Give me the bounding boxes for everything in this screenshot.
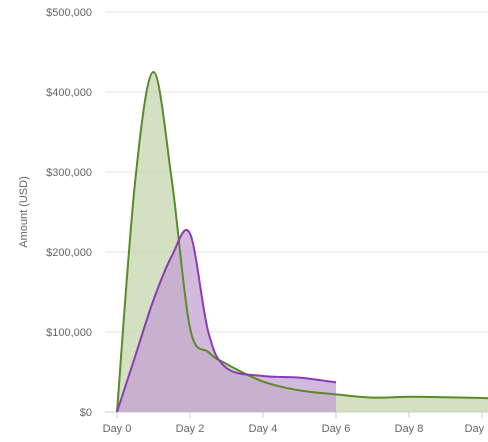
y-tick-label: $500,000 xyxy=(46,7,92,19)
x-tick-label: Day 0 xyxy=(103,423,132,435)
y-tick-label: $300,000 xyxy=(46,167,92,179)
y-axis: $0 $100,000 $200,000 $300,000 $400,000 $500,0… xyxy=(46,7,92,419)
y-tick-label: $200,000 xyxy=(46,247,92,259)
x-tick-label: Day 2 xyxy=(176,423,205,435)
x-tick-label: Day 6 xyxy=(322,423,351,435)
y-tick-label: $100,000 xyxy=(46,327,92,339)
y-tick-label: $0 xyxy=(80,407,92,419)
x-tick-label: Day 8 xyxy=(395,423,424,435)
y-tick-label: $400,000 xyxy=(46,87,92,99)
series-lines xyxy=(116,71,488,413)
y-axis-title: Amount (USD) xyxy=(18,176,30,248)
series-area-2 xyxy=(117,229,336,412)
series-line-2 xyxy=(116,229,337,413)
x-tick-label: Day 10 xyxy=(465,423,488,435)
series-areas xyxy=(117,72,488,412)
x-tick-label: Day 4 xyxy=(249,423,278,435)
series-line-1 xyxy=(116,71,488,413)
x-axis: Day 0 Day 2 Day 4 Day 6 Day 8 Day 10 xyxy=(103,412,488,435)
